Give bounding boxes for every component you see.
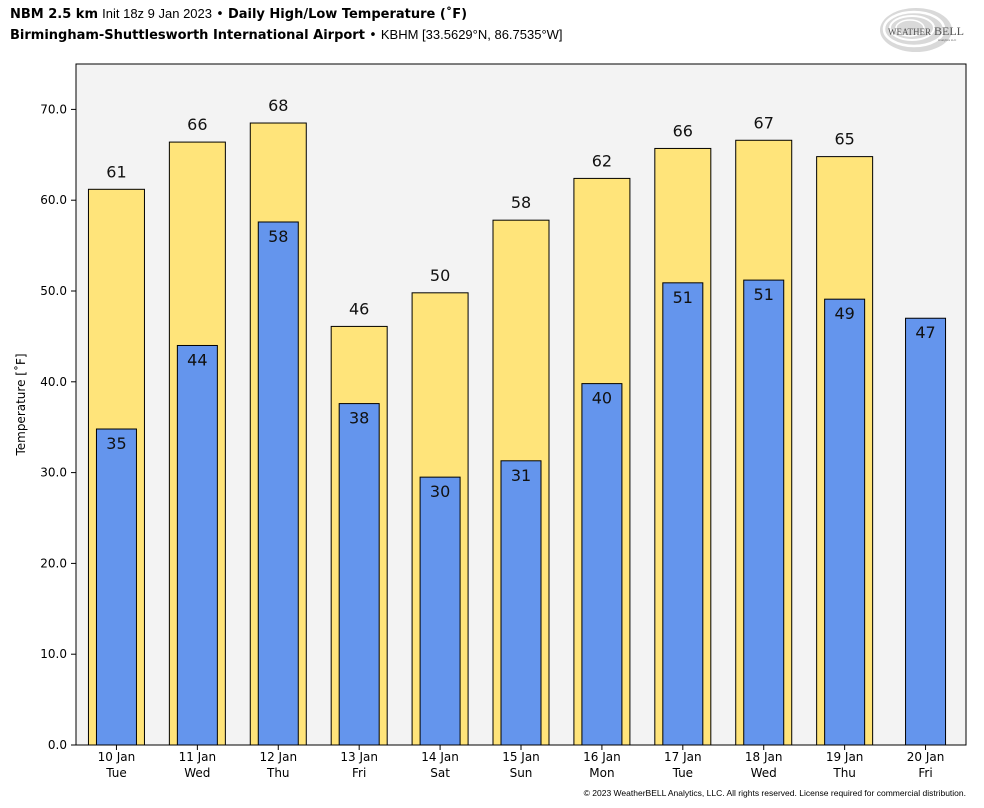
low-labels: 35 44 58 38 30 31 40 51 51 49 47 xyxy=(106,227,935,501)
low-value-label: 58 xyxy=(268,227,288,246)
x-tick-label-date: 16 Jan xyxy=(583,750,621,764)
y-tick-label: 50.0 xyxy=(40,284,67,298)
y-tick-label: 60.0 xyxy=(40,193,67,207)
x-tick-label-date: 18 Jan xyxy=(745,750,783,764)
logo-text-sub: Analytics LLC xyxy=(938,38,957,42)
high-value-label: 50 xyxy=(430,266,450,285)
x-tick-label-date: 10 Jan xyxy=(98,750,136,764)
low-bar xyxy=(743,279,785,746)
x-tick-label-day: Wed xyxy=(184,766,210,780)
low-value-label: 47 xyxy=(915,323,935,342)
x-tick-label-day: Thu xyxy=(266,766,290,780)
low-value-label: 49 xyxy=(834,304,854,323)
low-bar xyxy=(95,428,137,746)
x-tick-label-day: Wed xyxy=(751,766,777,780)
station-info: KBHM [33.5629°N, 86.7535°W] xyxy=(380,27,563,42)
low-bar xyxy=(905,317,947,746)
low-value-label: 40 xyxy=(592,389,612,408)
y-axis-label: Temperature [˚F] xyxy=(13,353,28,456)
title-line-1: NBM 2.5 km Init 18z 9 Jan 2023 • Daily H… xyxy=(10,6,467,22)
x-tick-label-date: 12 Jan xyxy=(259,750,297,764)
low-value-label: 51 xyxy=(673,288,693,307)
weatherbell-logo: WEATHER BELL Analytics LLC xyxy=(880,8,964,52)
x-tick-label-day: Thu xyxy=(832,766,856,780)
low-value-label: 44 xyxy=(187,350,207,369)
high-labels: 61 66 68 46 50 58 62 66 67 65 xyxy=(106,96,855,318)
low-value-label: 31 xyxy=(511,466,531,485)
copyright-notice: © 2023 WeatherBELL Analytics, LLC. All r… xyxy=(583,788,966,798)
separator: • xyxy=(216,7,224,22)
low-bar xyxy=(176,344,218,746)
high-value-label: 65 xyxy=(834,130,854,149)
x-tick-label-date: 11 Jan xyxy=(179,750,217,764)
low-bar xyxy=(500,460,542,746)
low-bar xyxy=(419,476,461,746)
high-value-label: 66 xyxy=(673,121,693,140)
y-tick-label: 70.0 xyxy=(40,102,67,116)
separator: • xyxy=(369,28,377,43)
high-value-label: 62 xyxy=(592,151,612,170)
low-value-label: 38 xyxy=(349,409,369,428)
x-tick-label-date: 13 Jan xyxy=(340,750,378,764)
logo-text-bell: BELL xyxy=(934,24,964,38)
y-tick-label: 10.0 xyxy=(40,647,67,661)
x-tick-label-date: 19 Jan xyxy=(826,750,864,764)
y-tick-label: 40.0 xyxy=(40,375,67,389)
logo-text-main: WEATHER xyxy=(888,27,931,37)
x-tick-label-date: 14 Jan xyxy=(421,750,459,764)
x-tick-label-date: 20 Jan xyxy=(907,750,945,764)
high-value-label: 58 xyxy=(511,193,531,212)
low-value-label: 35 xyxy=(106,434,126,453)
x-tick-label-day: Fri xyxy=(352,766,366,780)
high-value-label: 68 xyxy=(268,96,288,115)
model-name: NBM 2.5 km xyxy=(10,7,98,22)
low-value-label: 30 xyxy=(430,482,450,501)
product-title: Daily High/Low Temperature (˚F) xyxy=(227,7,468,22)
low-value-label: 51 xyxy=(754,285,774,304)
x-tick-label-day: Sun xyxy=(510,766,533,780)
y-tick-label: 30.0 xyxy=(40,466,67,480)
low-bar xyxy=(662,282,704,746)
init-time: Init 18z 9 Jan 2023 xyxy=(102,6,212,21)
low-bar xyxy=(581,383,623,746)
low-bar xyxy=(824,298,866,746)
title-line-2: Birmingham-Shuttlesworth International A… xyxy=(10,27,563,43)
low-bars xyxy=(95,221,947,746)
x-tick-label-day: Fri xyxy=(918,766,932,780)
x-tick-label-day: Tue xyxy=(105,766,127,780)
y-tick-label: 20.0 xyxy=(40,556,67,570)
y-tick-label: 0.0 xyxy=(48,738,67,752)
high-value-label: 61 xyxy=(106,162,126,181)
high-value-label: 66 xyxy=(187,115,207,134)
x-tick-label-date: 15 Jan xyxy=(502,750,540,764)
x-tick-label-day: Sat xyxy=(430,766,450,780)
low-bar xyxy=(338,403,380,746)
x-tick-label-date: 17 Jan xyxy=(664,750,702,764)
low-bar xyxy=(257,221,299,746)
x-tick-label-day: Mon xyxy=(589,766,614,780)
x-axis: 10 Jan Tue 11 Jan Wed 12 Jan Thu 13 Jan Fri 14 J… xyxy=(98,745,945,780)
x-tick-label-day: Tue xyxy=(672,766,694,780)
y-axis: 0.0 10.0 20.0 30.0 40.0 50.0 60.0 70.0 xyxy=(40,102,76,752)
high-value-label: 67 xyxy=(754,113,774,132)
station-name: Birmingham-Shuttlesworth International A… xyxy=(10,28,365,43)
high-value-label: 46 xyxy=(349,299,369,318)
